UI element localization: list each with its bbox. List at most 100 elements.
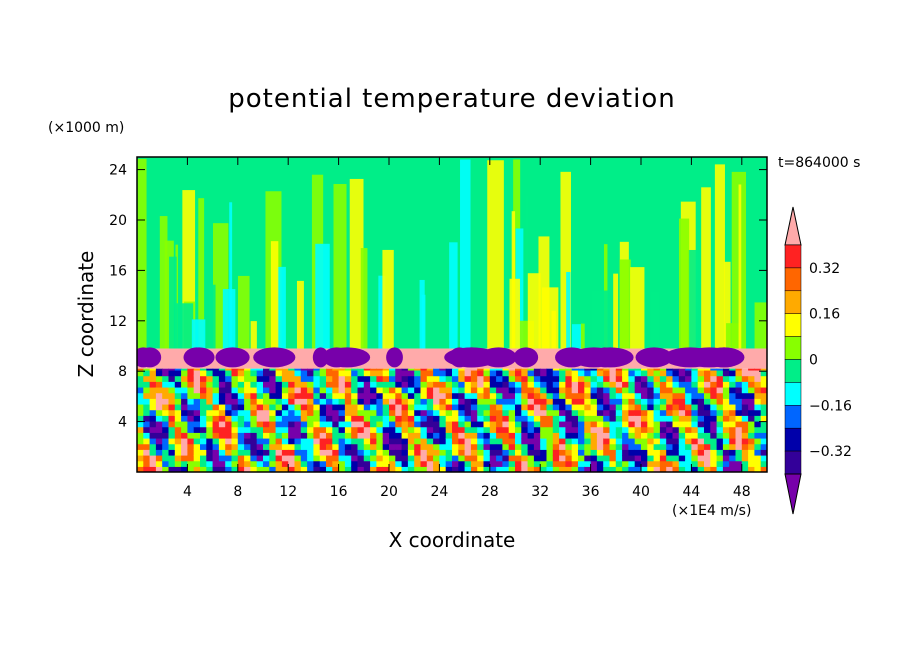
turbulence-cell (231, 392, 239, 399)
turbulence-cell (565, 398, 573, 405)
turbulence-cell (716, 454, 724, 462)
turbulence-cell (609, 415, 617, 422)
turbulence-cell (571, 398, 579, 405)
turbulence-cell (458, 437, 466, 445)
turbulence-cell (218, 454, 226, 462)
turbulence-cell (250, 420, 258, 428)
plot-frame (136, 156, 768, 473)
turbulence-cell (647, 449, 655, 456)
turbulence-cell (678, 454, 686, 462)
turbulence-cell (370, 368, 377, 371)
turbulence-cell (697, 409, 705, 416)
turbulence-cell (685, 420, 692, 428)
turbulence-cell (168, 392, 176, 399)
turbulence-cell (181, 386, 188, 394)
turbulence-cell (313, 368, 321, 371)
turbulence-cell (634, 386, 642, 394)
turbulence-cell (426, 454, 434, 462)
turbulence-cell (716, 409, 724, 416)
turbulence-cell (181, 403, 188, 411)
turbulence-cell (332, 415, 340, 422)
upper-streak (566, 271, 571, 349)
turbulence-cell (288, 375, 296, 382)
turbulence-cell (578, 415, 585, 422)
turbulence-cell (496, 466, 503, 472)
turbulence-cell (149, 432, 157, 439)
turbulence-cell (666, 432, 674, 439)
turbulence-cell (722, 426, 730, 433)
turbulence-cell (433, 449, 440, 456)
turbulence-cell (263, 454, 270, 462)
turbulence-cell (653, 368, 661, 371)
turbulence-cell (407, 466, 415, 472)
turbulence-cell (666, 426, 674, 433)
turbulence-cell (571, 460, 579, 467)
turbulence-cell (433, 454, 440, 462)
turbulence-cell (445, 449, 453, 456)
turbulence-cell (559, 409, 566, 416)
turbulence-cell (622, 369, 629, 377)
turbulence-cell (382, 443, 390, 450)
turbulence-cell (502, 369, 510, 377)
upper-streak (460, 159, 471, 349)
turbulence-cell (370, 466, 377, 472)
turbulence-cell (225, 368, 233, 371)
turbulence-cell (155, 443, 163, 450)
turbulence-cell (181, 454, 188, 462)
turbulence-cell (225, 466, 233, 472)
turbulence-cell (502, 392, 510, 399)
turbulence-cell (515, 426, 522, 433)
turbulence-cell (754, 432, 762, 439)
turbulence-cell (546, 466, 554, 472)
turbulence-cell (288, 392, 296, 399)
turbulence-cell (515, 466, 522, 472)
turbulence-cell (596, 392, 604, 399)
turbulence-cell (162, 443, 170, 450)
turbulence-cell (389, 420, 396, 428)
turbulence-cell (678, 437, 686, 445)
turbulence-cell (489, 460, 497, 467)
turbulence-cell (647, 466, 655, 472)
turbulence-cell (137, 437, 144, 445)
turbulence-cell (502, 403, 510, 411)
turbulence-cell (420, 432, 428, 439)
turbulence-cell (200, 454, 207, 462)
turbulence-cell (155, 398, 163, 405)
turbulence-cell (294, 426, 302, 433)
colorbar-swatch (784, 313, 802, 337)
turbulence-cell (489, 375, 497, 382)
turbulence-cell (515, 415, 522, 422)
turbulence-cell (445, 381, 453, 388)
turbulence-cell (149, 460, 157, 467)
turbulence-cell (187, 466, 195, 472)
turbulence-cell (212, 466, 220, 472)
turbulence-cell (338, 432, 346, 439)
turbulence-cell (193, 368, 201, 371)
turbulence-cell (218, 369, 226, 377)
turbulence-cell (622, 403, 629, 411)
turbulence-cell (584, 386, 592, 394)
turbulence-cell (200, 398, 207, 405)
turbulence-cell (659, 426, 667, 433)
turbulence-cell (181, 466, 188, 472)
turbulence-cell (162, 381, 170, 388)
turbulence-cell (244, 369, 251, 377)
turbulence-cell (760, 392, 767, 399)
turbulence-cell (464, 420, 472, 428)
turbulence-cell (477, 454, 485, 462)
turbulence-cell (515, 398, 522, 405)
turbulence-cell (143, 409, 151, 416)
turbulence-cell (596, 415, 604, 422)
turbulence-cell (218, 415, 226, 422)
turbulence-cell (741, 460, 749, 467)
turbulence-cell (181, 375, 188, 382)
turbulence-cell (149, 375, 157, 382)
turbulence-cell (326, 466, 333, 472)
turbulence-cell (420, 454, 428, 462)
turbulence-cell (338, 398, 346, 405)
turbulence-cell (697, 369, 705, 377)
turbulence-cell (754, 460, 762, 467)
turbulence-cell (672, 392, 680, 399)
turbulence-cell (584, 381, 592, 388)
turbulence-cell (754, 381, 762, 388)
